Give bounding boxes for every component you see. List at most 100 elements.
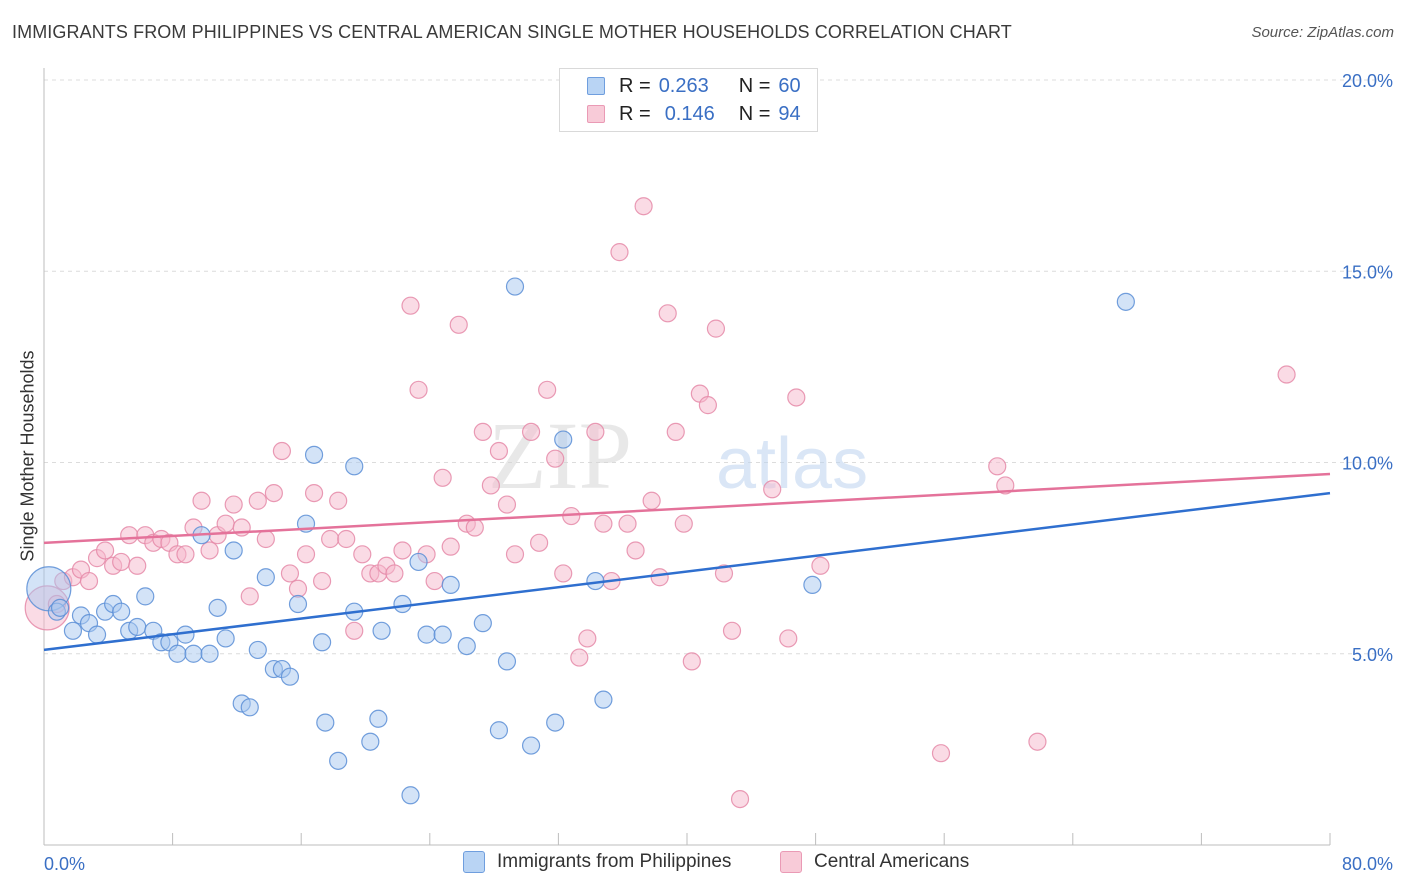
- data-point-central-americans: [465, 518, 484, 537]
- data-point-philippines: [240, 698, 259, 717]
- data-point-central-americans: [722, 621, 742, 640]
- data-point-central-americans: [787, 388, 806, 407]
- trend-line-central-americans: [43, 472, 1331, 545]
- legend-swatch-blue: [463, 851, 485, 873]
- legend-n-label: N =: [738, 102, 771, 125]
- data-point-central-americans: [409, 380, 428, 399]
- data-point-philippines: [63, 621, 83, 640]
- data-point-philippines: [248, 640, 267, 660]
- data-point-central-americans: [425, 571, 444, 591]
- watermark-atlas: atlas: [716, 424, 868, 504]
- data-point-central-americans: [1277, 365, 1296, 384]
- data-point-central-americans: [706, 319, 726, 338]
- data-point-central-americans: [288, 579, 308, 598]
- data-point-philippines: [136, 587, 155, 606]
- data-point-central-americans: [650, 568, 669, 587]
- legend-n-label: N =: [738, 74, 771, 97]
- y-tick-label: 20.0%: [1342, 71, 1393, 91]
- correlation-legend: R = 0.263 N = 60 R = 0.146 N = 94: [559, 68, 818, 132]
- data-point-philippines: [208, 598, 227, 617]
- data-point-philippines: [224, 541, 243, 560]
- legend-r-value: 0.146: [664, 102, 715, 125]
- series-legend: Immigrants from Philippines Central Amer…: [0, 851, 1406, 877]
- data-point-philippines: [345, 457, 364, 476]
- data-point-central-americans: [337, 529, 356, 549]
- data-point-central-americans: [554, 564, 573, 583]
- legend-n-value: 60: [778, 74, 801, 97]
- data-point-central-americans: [594, 514, 613, 533]
- data-point-philippines: [168, 644, 187, 663]
- legend-r-label: R =: [619, 102, 651, 125]
- data-point-central-americans: [449, 315, 468, 334]
- data-point-central-americans: [329, 491, 348, 510]
- data-point-central-americans: [264, 484, 283, 503]
- data-point-central-americans: [489, 441, 509, 461]
- chart-title: IMMIGRANTS FROM PHILIPPINES VS CENTRAL A…: [12, 22, 1012, 42]
- y-tick-label: 15.0%: [1342, 262, 1393, 282]
- axes: [43, 68, 1331, 846]
- legend-row-pink: R = 0.146 N = 94: [587, 102, 801, 126]
- data-point-central-americans: [642, 491, 661, 510]
- data-point-central-americans: [385, 564, 404, 583]
- data-point-central-americans: [497, 495, 517, 514]
- data-point-philippines: [304, 445, 324, 464]
- data-point-central-americans: [931, 744, 951, 763]
- data-point-philippines: [280, 667, 300, 686]
- data-point-central-americans: [763, 480, 782, 499]
- data-point-philippines: [497, 652, 517, 671]
- data-point-central-americans: [200, 541, 219, 560]
- data-point-philippines: [128, 617, 147, 637]
- data-point-central-americans: [674, 514, 693, 533]
- data-point-central-americans: [530, 533, 549, 552]
- data-point-central-americans: [586, 422, 605, 441]
- data-point-central-americans: [634, 197, 653, 216]
- series-immigrants-from-philippines: [26, 277, 1135, 805]
- data-point-philippines: [329, 751, 348, 770]
- legend-item-philippines[interactable]: Immigrants from Philippines: [463, 851, 731, 873]
- data-point-central-americans: [618, 514, 637, 533]
- data-point-philippines: [369, 709, 388, 728]
- data-point-central-americans: [353, 545, 372, 564]
- legend-row-blue: R = 0.263 N = 60: [587, 74, 801, 98]
- data-point-central-americans: [1028, 732, 1047, 751]
- data-point-philippines: [417, 625, 436, 644]
- data-point-central-americans: [112, 552, 131, 572]
- data-point-philippines: [546, 713, 565, 732]
- data-point-central-americans: [224, 495, 243, 514]
- data-point-central-americans: [240, 587, 259, 606]
- data-point-philippines: [521, 736, 541, 755]
- data-point-central-americans: [79, 571, 99, 591]
- legend-label: Central Americans: [814, 851, 970, 872]
- data-point-philippines: [1116, 292, 1135, 311]
- watermark: ZIP atlas: [488, 402, 868, 509]
- data-point-philippines: [473, 614, 492, 633]
- data-point-philippines: [409, 552, 428, 572]
- data-point-central-americans: [570, 648, 589, 667]
- data-point-central-americans: [682, 652, 701, 671]
- source-label: Source: ZipAtlas.com: [1251, 24, 1394, 41]
- data-point-central-americans: [988, 457, 1007, 476]
- data-point-central-americans: [312, 571, 332, 591]
- y-tick-label: 10.0%: [1342, 454, 1393, 474]
- data-point-central-americans: [698, 396, 717, 415]
- data-point-central-americans: [321, 529, 340, 549]
- data-point-central-americans: [546, 449, 565, 468]
- trend-lines: [43, 472, 1331, 652]
- data-point-philippines: [505, 277, 525, 296]
- y-axis-label: Single Mother Households: [17, 350, 38, 562]
- data-point-philippines: [554, 430, 573, 449]
- data-point-philippines: [112, 602, 131, 621]
- data-point-philippines: [401, 786, 420, 805]
- data-point-central-americans: [176, 545, 195, 564]
- legend-r-label: R =: [619, 74, 651, 97]
- data-point-central-americans: [996, 476, 1015, 495]
- legend-item-central-americans[interactable]: Central Americans: [780, 851, 969, 873]
- data-point-central-americans: [441, 537, 460, 556]
- legend-label: Immigrants from Philippines: [497, 851, 732, 872]
- data-point-philippines: [372, 621, 391, 640]
- data-point-central-americans: [256, 529, 275, 549]
- data-point-central-americans: [95, 541, 115, 560]
- data-point-philippines: [803, 575, 822, 595]
- data-point-central-americans: [248, 491, 267, 510]
